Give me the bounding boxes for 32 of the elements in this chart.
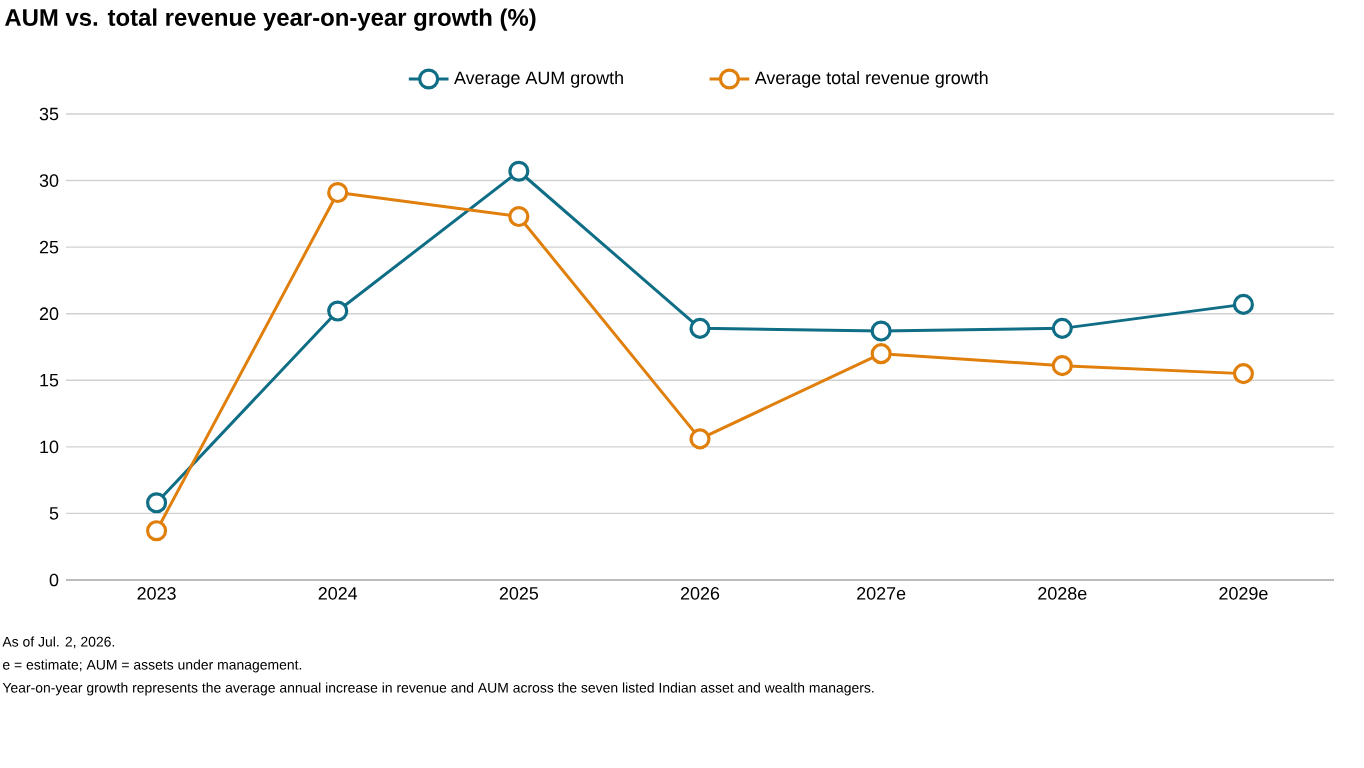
- legend-label: Average total revenue growth: [754, 71, 988, 88]
- point: [689, 317, 711, 339]
- y-tick-label: 25: [39, 240, 59, 254]
- point: [327, 300, 349, 322]
- x-tick-label: 2024: [318, 587, 358, 600]
- point: [146, 492, 168, 514]
- chart-title: AUM vs. total revenue year-on-year growth (%): [4, 8, 536, 31]
- point: [146, 520, 168, 542]
- y-tick-label: 10: [40, 440, 59, 454]
- x-tick-label: 2028e: [1038, 587, 1087, 600]
- x-tick-label: 2025: [499, 587, 539, 600]
- point: [1232, 363, 1255, 385]
- y-tick-label: 30: [39, 174, 59, 187]
- point: [1051, 317, 1073, 339]
- x-tick-label: 2026: [680, 587, 720, 600]
- y-tick-label: 35: [39, 107, 59, 121]
- point: [1232, 293, 1255, 315]
- point: [1051, 355, 1073, 377]
- y-tick-label: 15: [40, 374, 59, 387]
- point: [508, 160, 530, 182]
- point: [508, 205, 530, 228]
- point: [870, 320, 892, 342]
- point: [689, 428, 711, 450]
- y-tick-label: 20: [39, 307, 59, 321]
- point: [327, 181, 349, 204]
- point: [870, 343, 892, 365]
- x-tick-label: 2027e: [857, 587, 906, 600]
- y-tick-label: 0: [49, 573, 59, 587]
- legend-label: Average AUM growth: [454, 71, 623, 88]
- x-tick-label: 2023: [137, 587, 176, 600]
- y-tick-label: 5: [49, 507, 59, 520]
- x-tick-label: 2029e: [1219, 587, 1268, 600]
